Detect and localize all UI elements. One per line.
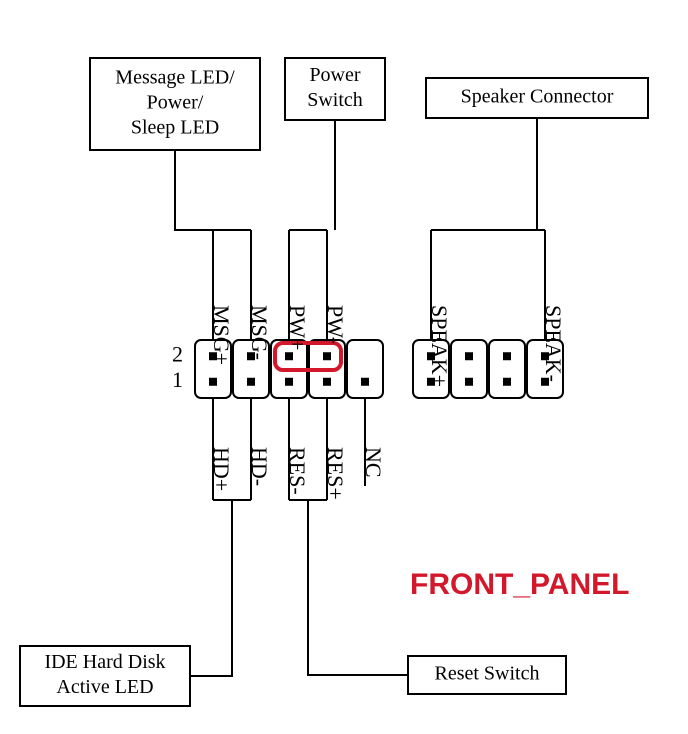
diagram-title: FRONT_PANEL (410, 568, 629, 601)
pin (323, 378, 331, 386)
pin-label-hd-: HD- (247, 447, 272, 486)
power_sw-label: Power (309, 64, 360, 86)
reset_sw-label: Reset Switch (435, 663, 540, 685)
pin (323, 352, 331, 360)
ide_hd-label: Active LED (56, 676, 153, 698)
row-label-1: 1 (172, 367, 183, 392)
pin-label-msg-: MSG- (247, 305, 272, 360)
pin (465, 378, 473, 386)
pin-slot (347, 340, 383, 398)
wire (190, 500, 232, 676)
pin (465, 352, 473, 360)
msg_led-label: Power/ (147, 92, 204, 114)
wire (308, 500, 408, 675)
pin-slot (489, 340, 525, 398)
pin-label-speak+: SPEAK+ (427, 305, 452, 387)
pin (285, 378, 293, 386)
msg_led-label: Message LED/ (115, 67, 235, 89)
pin-slot (451, 340, 487, 398)
ide_hd-label: IDE Hard Disk (44, 651, 165, 673)
pin (503, 378, 511, 386)
pin-label-nc: NC (361, 447, 386, 478)
pin-label-pw-: PW- (323, 305, 348, 344)
pin (285, 352, 293, 360)
pin-label-pw+: PW+ (285, 305, 310, 350)
pin-label-hd+: HD+ (209, 447, 234, 491)
pin-label-msg+: MSG+ (209, 305, 234, 365)
pin (247, 378, 255, 386)
pin (209, 378, 217, 386)
pin-label-speak-: SPEAK- (541, 305, 566, 382)
row-label-2: 2 (172, 341, 183, 366)
wire (175, 150, 213, 244)
power_sw-label: Switch (307, 89, 363, 111)
msg_led-label: Sleep LED (131, 117, 219, 139)
pin (503, 352, 511, 360)
speaker-label: Speaker Connector (461, 86, 614, 108)
pin (361, 378, 369, 386)
